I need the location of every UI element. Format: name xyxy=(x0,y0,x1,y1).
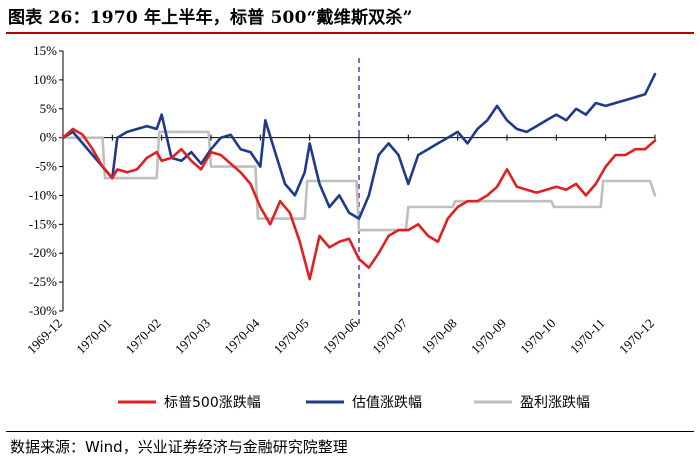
x-tick-label: 1970-01 xyxy=(73,316,114,357)
y-tick-label: 15% xyxy=(33,43,57,58)
x-tick-label: 1969-12 xyxy=(24,316,65,357)
source-note: 数据来源：Wind，兴业证券经济与金融研究院整理 xyxy=(10,438,348,456)
figure-title: 图表 26：1970 年上半年，标普 500“戴维斯双杀” xyxy=(8,8,413,28)
y-tick-label: 0% xyxy=(40,130,58,145)
valuation-change-line xyxy=(61,72,657,220)
legend-earnings-label: 盈利涨跌幅 xyxy=(520,395,590,411)
source-divider xyxy=(6,431,694,432)
y-tick-label: -10% xyxy=(29,187,57,202)
line-chart: 15% 10% 5% 0% -5% -10% -15% -20% -25% -30%1969-12… xyxy=(24,43,657,411)
sp500-change-line xyxy=(61,127,657,281)
x-tick-label: 1970-04 xyxy=(221,315,263,357)
x-tick-label: 1970-05 xyxy=(271,316,312,357)
x-tick-label: 1970-11 xyxy=(567,316,608,357)
legend-sp500-label: 标普500涨跌幅 xyxy=(164,395,261,411)
earnings-change-line xyxy=(61,130,657,232)
legend-valuation-label: 估值涨跌幅 xyxy=(352,395,422,411)
x-tick-label: 1970-09 xyxy=(468,316,509,357)
y-tick-label: -15% xyxy=(29,216,57,231)
y-tick-label: 10% xyxy=(33,72,57,87)
x-tick-label: 1970-10 xyxy=(517,316,558,357)
y-tick-label: -30% xyxy=(29,303,57,318)
x-tick-label: 1970-12 xyxy=(616,316,657,357)
y-tick-label: 5% xyxy=(40,101,58,116)
y-tick-label: -5% xyxy=(35,159,57,174)
title-divider xyxy=(6,32,694,34)
x-tick-label: 1970-02 xyxy=(123,316,164,357)
x-tick-label: 1970-06 xyxy=(320,315,362,357)
x-tick-label: 1970-03 xyxy=(172,316,213,357)
x-tick-label: 1970-08 xyxy=(419,316,460,357)
y-tick-label: -20% xyxy=(29,245,57,260)
y-tick-label: -25% xyxy=(29,274,57,289)
x-tick-label: 1970-07 xyxy=(369,315,411,357)
